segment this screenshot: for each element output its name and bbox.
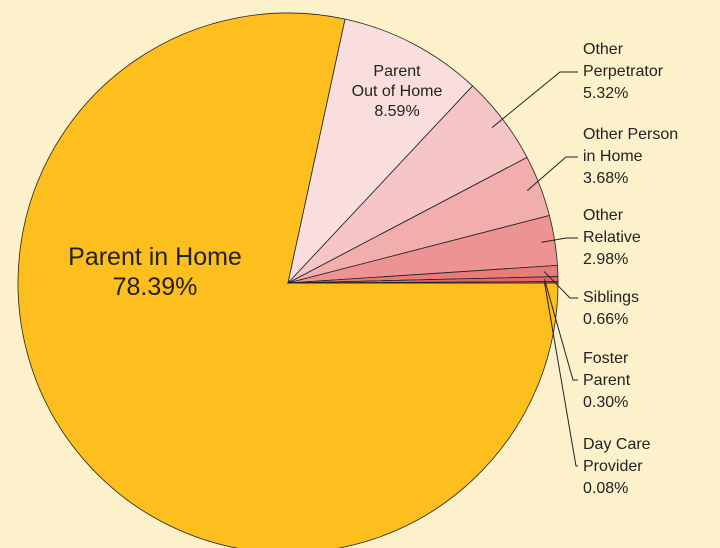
slice-label: Parent Out of Home (352, 63, 443, 100)
pie-slice (17, 12, 559, 548)
slice-value: 0.08% (583, 480, 628, 497)
slice-value: 2.98% (583, 251, 628, 268)
leader-line (541, 237, 578, 243)
leader-line (544, 282, 578, 467)
slice-label: Other Relative (583, 207, 641, 246)
pie-slice (287, 281, 559, 284)
slice-label: Foster Parent (583, 350, 631, 389)
leader-line (491, 71, 578, 128)
pie-slice (287, 18, 474, 285)
slice-label: Day Care Provider (583, 436, 651, 475)
slice-value: 8.59% (374, 103, 419, 120)
slice-label: Siblings (583, 289, 639, 306)
slice-value: 5.32% (583, 85, 628, 102)
slice-label: Parent in Home (68, 243, 242, 271)
leader-line (526, 156, 578, 192)
slice-value: 0.30% (583, 394, 628, 411)
slice-label: Other Perpetrator (583, 41, 664, 80)
leader-line (543, 271, 578, 299)
slice-label: Other Person in Home (583, 126, 678, 165)
leader-line (543, 279, 578, 381)
slice-value: 78.39% (113, 273, 198, 301)
slice-value: 0.66% (583, 311, 628, 328)
slice-value: 3.68% (583, 170, 628, 187)
